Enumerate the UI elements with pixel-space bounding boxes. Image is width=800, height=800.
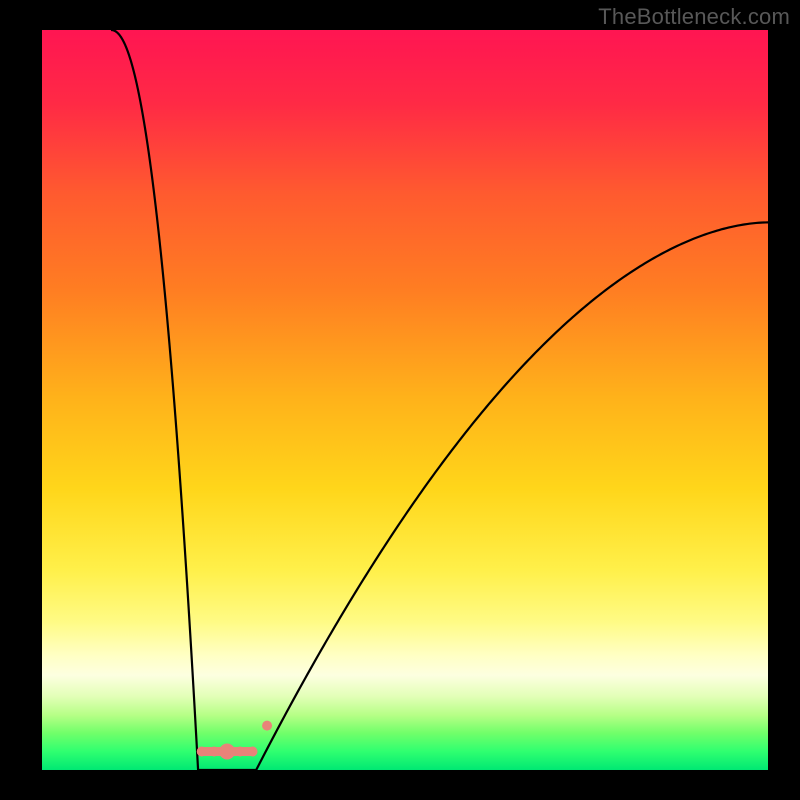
valley-dot [262,721,272,731]
plot-gradient-area [42,30,768,770]
watermark-text: TheBottleneck.com [598,4,790,30]
valley-dot [209,747,219,757]
valley-dot [235,747,245,757]
valley-dot [197,747,207,757]
chart-svg [0,0,800,800]
valley-dot [248,747,258,757]
valley-dot [219,744,235,760]
stage: TheBottleneck.com [0,0,800,800]
